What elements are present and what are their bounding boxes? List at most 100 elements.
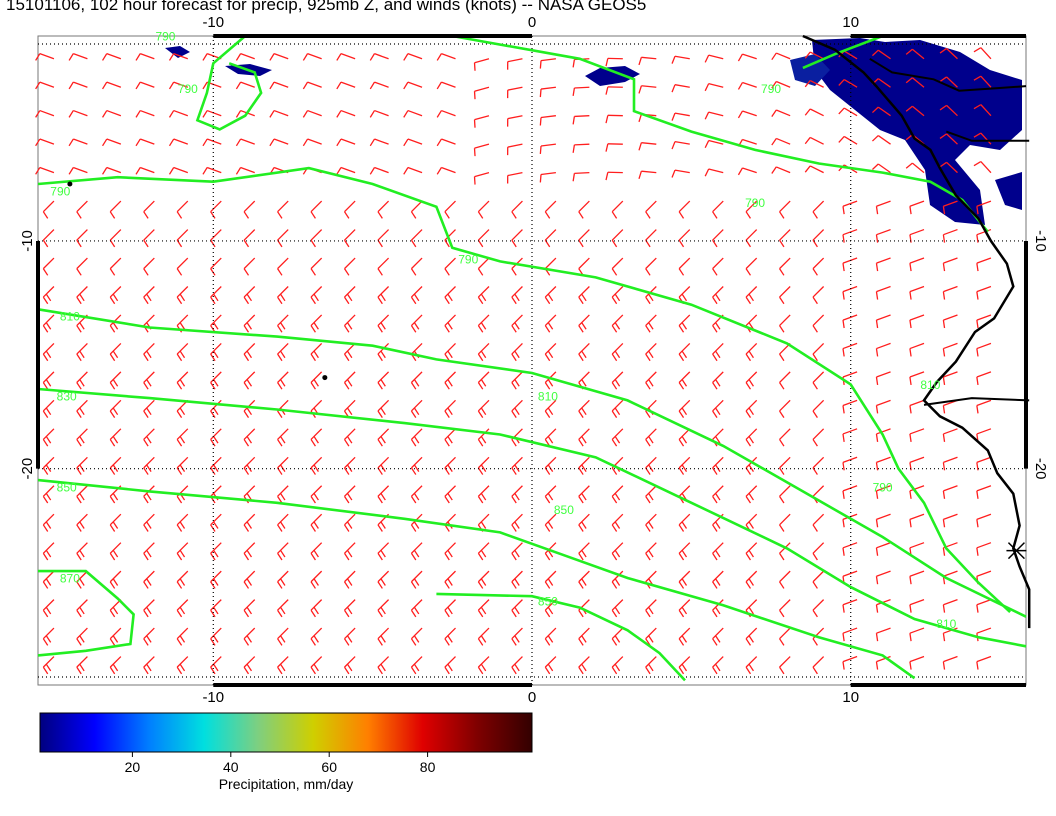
wind-barb [235, 53, 255, 61]
wind-barb [143, 656, 155, 675]
wind-barb [343, 428, 356, 447]
wind-barb [539, 58, 556, 69]
wind-barb [875, 257, 891, 272]
wind-barb [377, 371, 390, 390]
wind-barb [942, 513, 958, 528]
wind-barb [243, 656, 256, 675]
wind-barb [804, 136, 824, 145]
wind-barb [678, 570, 691, 589]
wind-barb [539, 86, 556, 98]
wind-barb [611, 257, 624, 276]
wind-barb [645, 342, 657, 362]
wind-barb [302, 81, 322, 90]
wind-barb [436, 109, 456, 118]
wind-barb [444, 428, 456, 447]
wind-barb [712, 399, 724, 419]
wind-barb [410, 371, 423, 390]
wind-barb [909, 627, 925, 642]
island [322, 375, 328, 381]
wind-barb [939, 133, 958, 145]
wind-barb [678, 627, 691, 646]
wind-barb [842, 228, 858, 243]
wind-barb [506, 58, 523, 70]
wind-barb [712, 342, 724, 362]
wind-barb [202, 109, 222, 118]
wind-barb [812, 399, 825, 419]
x-tick-label-top: 10 [842, 14, 859, 31]
wind-barb [436, 53, 456, 61]
contour-line [37, 478, 916, 680]
wind-barb [544, 399, 557, 419]
wind-barb [779, 371, 791, 390]
island [67, 181, 73, 187]
wind-barb [403, 53, 423, 61]
wind-barb [310, 456, 323, 475]
wind-barb [539, 143, 556, 155]
wind-barb [942, 598, 958, 613]
wind-barb [473, 172, 490, 185]
wind-barb [42, 428, 55, 447]
wind-barb [310, 513, 323, 532]
wind-barb [875, 200, 891, 215]
contour-label: 810 [936, 617, 956, 631]
wind-barb [875, 228, 891, 243]
wind-barb [143, 200, 155, 219]
contour-line [37, 166, 1011, 614]
wind-barb [842, 456, 858, 471]
wind-barb [277, 371, 289, 390]
y-tick-label-right: -20 [1032, 458, 1049, 480]
wind-barb [645, 200, 657, 219]
wind-barb [712, 656, 724, 675]
wind-barb [369, 53, 389, 61]
contour-label: 810 [920, 378, 940, 392]
wind-barb [645, 542, 657, 561]
wind-barb [572, 115, 590, 125]
contour-line [436, 592, 686, 682]
wind-barb [939, 47, 958, 60]
wind-barb [436, 138, 456, 147]
wind-barb [875, 342, 891, 357]
wind-barb [410, 456, 423, 475]
wind-barb [410, 599, 423, 618]
wind-barb [572, 143, 590, 153]
wind-barb [704, 111, 724, 120]
wind-barb [712, 542, 724, 561]
wind-barb [578, 570, 590, 589]
wind-barb [511, 570, 523, 589]
wind-barb [544, 627, 557, 646]
wind-barb [109, 542, 122, 561]
wind-barb [403, 166, 423, 175]
wind-barb [176, 229, 189, 248]
wind-barb [678, 314, 691, 333]
wind-barb [605, 86, 623, 95]
wind-barb [544, 513, 557, 532]
wind-barb [444, 656, 456, 675]
wind-barb [42, 456, 55, 475]
wind-barb [771, 80, 791, 89]
wind-barb [544, 200, 557, 219]
wind-barb [909, 257, 925, 272]
wind-barb [477, 599, 490, 618]
precip-blob [790, 54, 830, 86]
wind-barb [875, 513, 891, 528]
wind-barb [745, 627, 758, 646]
wind-barb [942, 257, 958, 272]
wind-barb [336, 109, 356, 118]
wind-barb [779, 314, 791, 333]
wind-barb [310, 599, 323, 618]
wind-barb [712, 286, 724, 305]
wind-barb [35, 138, 55, 147]
wind-barb [745, 485, 758, 504]
wind-barb [168, 166, 189, 175]
wind-barb [109, 371, 122, 390]
wind-barb [109, 513, 122, 532]
wind-barb [444, 314, 456, 333]
colorbar-label: Precipitation, mm/day [219, 776, 354, 792]
wind-barb [277, 570, 289, 589]
wind-barb [578, 286, 590, 305]
wind-barb [235, 138, 255, 147]
wind-barb [76, 200, 88, 219]
wind-barb [812, 342, 825, 362]
wind-barb [102, 81, 122, 90]
wind-barb [436, 166, 456, 175]
